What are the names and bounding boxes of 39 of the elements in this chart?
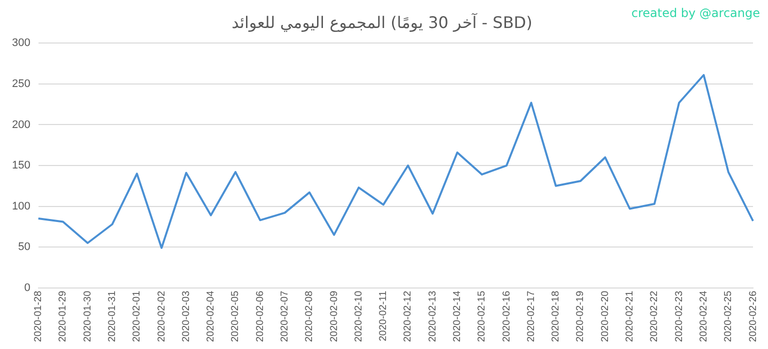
x-tick-label: 2020-01-31 — [107, 290, 118, 342]
x-tick-label: 2020-02-01 — [132, 290, 143, 342]
x-tick-label: 2020-02-11 — [378, 290, 390, 342]
x-tick-label: 2020-02-21 — [624, 290, 636, 342]
x-tick-label: 2020-02-26 — [748, 290, 759, 342]
y-tick-label: 200 — [12, 118, 30, 131]
x-tick-label: 2020-02-10 — [353, 290, 364, 342]
y-tick-label: 50 — [18, 241, 30, 254]
x-tick-label: 2020-02-09 — [328, 290, 340, 342]
x-tick-label: 2020-02-07 — [280, 290, 291, 342]
x-tick-label: 2020-02-05 — [230, 290, 242, 342]
y-tick-label: 250 — [12, 78, 30, 90]
x-tick-label: 2020-02-23 — [674, 290, 685, 342]
x-tick-label: 2020-02-13 — [427, 290, 438, 342]
x-tick-label: 2020-02-08 — [304, 290, 316, 342]
x-tick-label: 2020-02-24 — [698, 290, 710, 342]
x-tick-label: 2020-01-30 — [82, 290, 94, 342]
x-tick-label: 2020-02-16 — [501, 290, 512, 342]
x-tick-label: 2020-02-20 — [600, 290, 611, 342]
y-tick-label: 150 — [12, 160, 30, 172]
x-tick-label: 2020-02-19 — [575, 290, 586, 342]
y-tick-label: 300 — [12, 37, 30, 50]
text: created by @arcange — [631, 6, 760, 20]
y-tick-label: 0 — [24, 282, 30, 294]
x-tick-label: 2020-02-06 — [254, 290, 266, 342]
x-tick-label: 2020-02-17 — [526, 290, 537, 342]
x-tick-label: 2020-02-04 — [206, 290, 217, 342]
x-tick-label: 2020-02-12 — [402, 290, 414, 342]
y-tick-label: 100 — [12, 200, 30, 212]
x-tick-label: 2020-02-18 — [550, 290, 562, 342]
x-tick-label: 2020-02-02 — [156, 290, 168, 342]
x-tick-label: 2020-02-03 — [180, 290, 192, 342]
x-tick-label: 2020-01-28 — [33, 290, 44, 342]
x-tick-label: 2020-01-29 — [58, 290, 69, 342]
x-tick-label: 2020-02-22 — [649, 290, 660, 342]
x-tick-label: 2020-02-14 — [452, 290, 464, 342]
chart-title: المجموع اليومي للعوائد (آخر 30 يومًا - SBD) — [232, 12, 532, 32]
x-tick-label: 2020-02-25 — [723, 290, 734, 342]
x-tick-label: 2020-02-15 — [476, 290, 488, 342]
